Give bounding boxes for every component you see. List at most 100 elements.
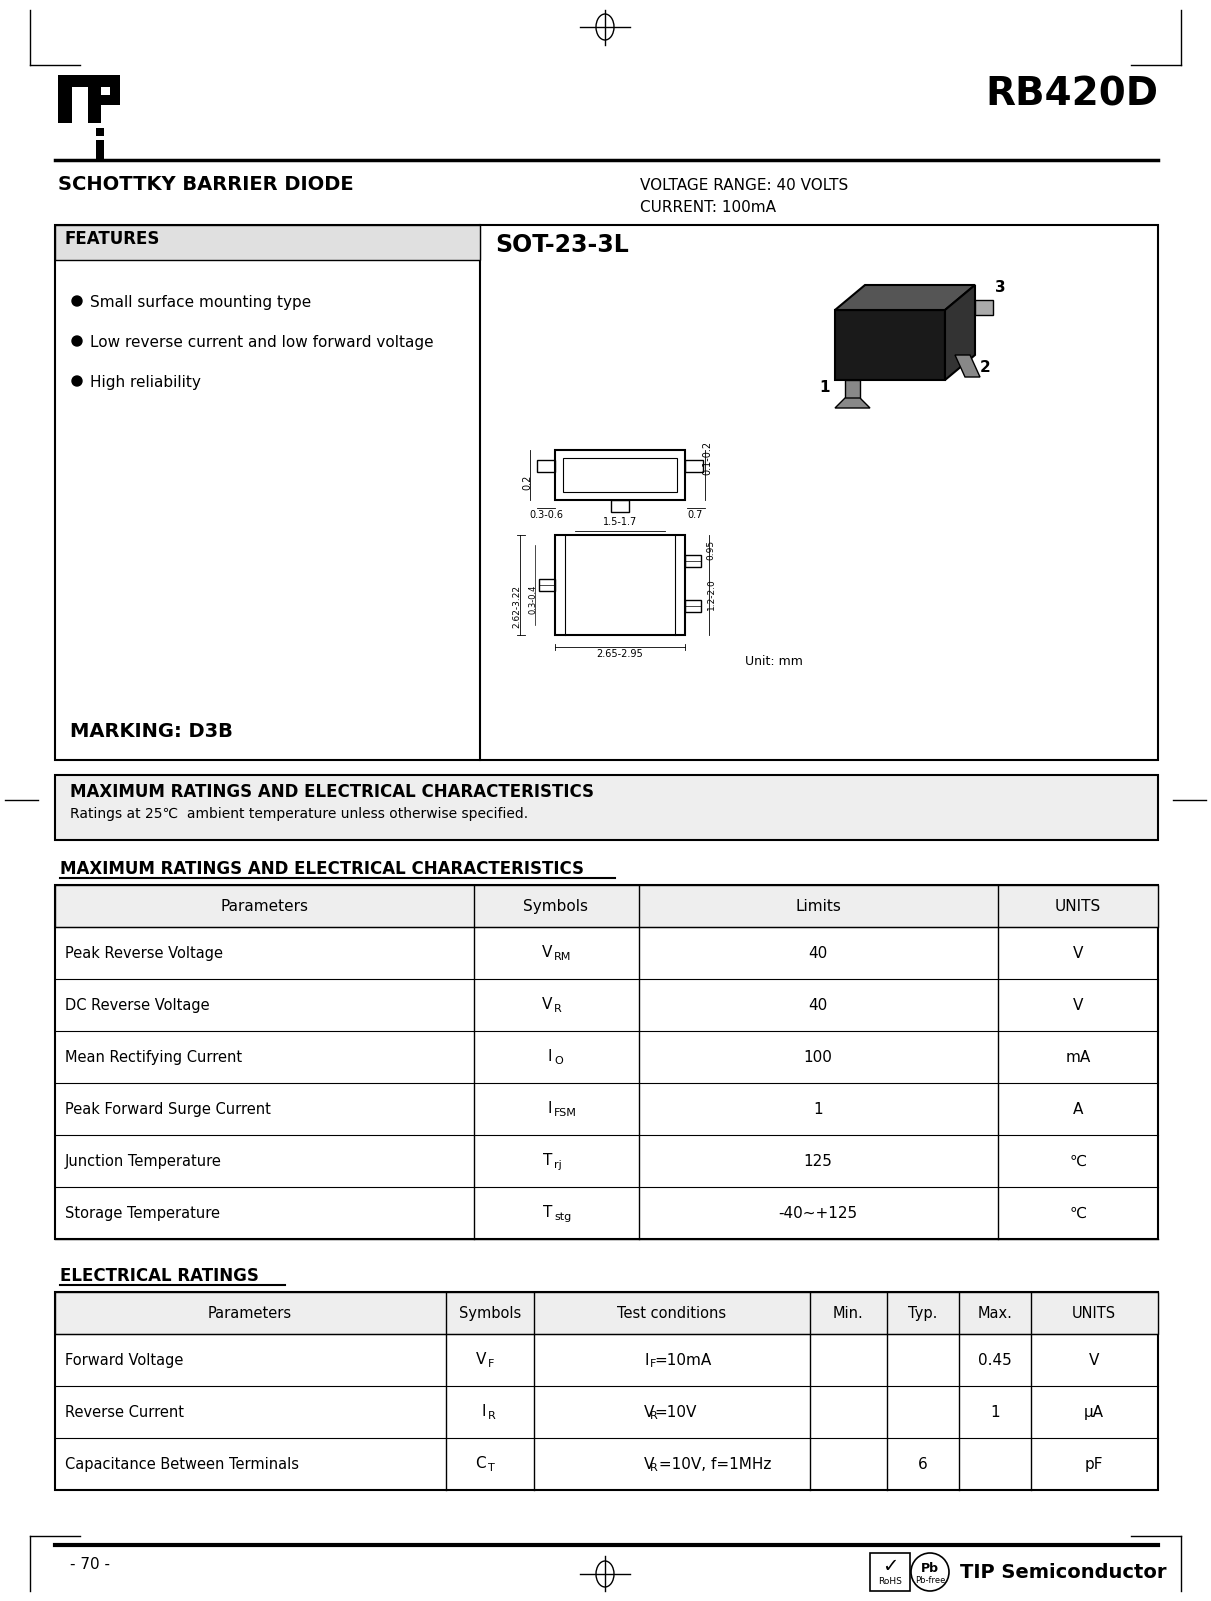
Text: 40: 40 <box>809 997 827 1012</box>
Bar <box>54 885 1158 1239</box>
Text: Small surface mounting type: Small surface mounting type <box>90 295 311 311</box>
Text: 1: 1 <box>814 1101 822 1116</box>
Text: Pb-free: Pb-free <box>914 1575 946 1585</box>
Bar <box>539 580 555 591</box>
Text: Test conditions: Test conditions <box>618 1305 727 1321</box>
Text: - 70 -: - 70 - <box>70 1558 110 1572</box>
Bar <box>685 556 701 567</box>
Text: V: V <box>1089 1353 1100 1367</box>
Text: FEATURES: FEATURES <box>65 231 160 248</box>
Text: 2: 2 <box>980 360 991 375</box>
Text: TIP Semiconductor: TIP Semiconductor <box>960 1563 1166 1582</box>
Bar <box>88 75 114 85</box>
Text: O: O <box>553 1057 563 1066</box>
Text: Unit: mm: Unit: mm <box>745 655 803 668</box>
Text: MAXIMUM RATINGS AND ELECTRICAL CHARACTERISTICS: MAXIMUM RATINGS AND ELECTRICAL CHARACTER… <box>61 860 584 877</box>
Text: mA: mA <box>1066 1050 1091 1065</box>
Text: A: A <box>1073 1101 1083 1116</box>
Text: F: F <box>488 1359 494 1369</box>
Text: 0.2: 0.2 <box>522 475 532 490</box>
Bar <box>88 75 101 123</box>
Text: Forward Voltage: Forward Voltage <box>65 1353 183 1367</box>
Polygon shape <box>845 379 860 402</box>
Bar <box>110 75 120 106</box>
Text: 6: 6 <box>918 1457 928 1471</box>
Circle shape <box>71 336 82 346</box>
Text: rj: rj <box>553 1161 562 1170</box>
Bar <box>685 600 701 612</box>
Bar <box>96 128 104 136</box>
Text: 3: 3 <box>995 280 1005 295</box>
Text: Capacitance Between Terminals: Capacitance Between Terminals <box>65 1457 299 1471</box>
Text: V: V <box>541 945 552 959</box>
Bar <box>54 885 1158 927</box>
Text: Typ.: Typ. <box>908 1305 937 1321</box>
Polygon shape <box>836 399 869 408</box>
Text: SOT-23-3L: SOT-23-3L <box>495 234 629 258</box>
Text: Parameters: Parameters <box>208 1305 292 1321</box>
Text: FSM: FSM <box>553 1108 576 1117</box>
Text: ✓: ✓ <box>882 1556 899 1575</box>
Text: =10V: =10V <box>654 1404 696 1420</box>
Text: MAXIMUM RATINGS AND ELECTRICAL CHARACTERISTICS: MAXIMUM RATINGS AND ELECTRICAL CHARACTER… <box>70 783 595 800</box>
Text: 2.65-2.95: 2.65-2.95 <box>597 648 643 660</box>
Text: 1: 1 <box>991 1404 1000 1420</box>
Text: I: I <box>644 1353 649 1367</box>
Text: V: V <box>476 1351 486 1367</box>
Text: stg: stg <box>553 1212 572 1222</box>
Text: Ratings at 25℃  ambient temperature unless otherwise specified.: Ratings at 25℃ ambient temperature unles… <box>70 807 528 821</box>
Text: 0.1-0.2: 0.1-0.2 <box>702 440 712 475</box>
Text: VOLTAGE RANGE: 40 VOLTS: VOLTAGE RANGE: 40 VOLTS <box>639 178 848 194</box>
Text: 0.45: 0.45 <box>978 1353 1012 1367</box>
Text: V: V <box>541 996 552 1012</box>
Text: Symbols: Symbols <box>459 1305 521 1321</box>
Bar <box>54 775 1158 841</box>
Text: Peak Forward Surge Current: Peak Forward Surge Current <box>65 1101 271 1116</box>
Text: Min.: Min. <box>833 1305 863 1321</box>
Text: V: V <box>1073 946 1083 961</box>
Polygon shape <box>975 299 993 315</box>
Text: R: R <box>553 1004 562 1013</box>
Text: -40~+125: -40~+125 <box>779 1206 857 1220</box>
Text: Pb: Pb <box>922 1561 939 1574</box>
Bar <box>536 459 555 472</box>
Text: ℃: ℃ <box>1069 1206 1086 1220</box>
Text: UNITS: UNITS <box>1055 898 1101 914</box>
Text: 0.7: 0.7 <box>688 511 702 520</box>
Text: I: I <box>482 1404 486 1418</box>
Text: =10mA: =10mA <box>654 1353 712 1367</box>
Text: 1: 1 <box>820 379 830 395</box>
Text: T: T <box>543 1153 552 1167</box>
Text: T: T <box>543 1204 552 1220</box>
Text: Peak Reverse Voltage: Peak Reverse Voltage <box>65 946 223 961</box>
Text: pF: pF <box>1085 1457 1103 1471</box>
Text: Limits: Limits <box>796 898 840 914</box>
Text: R: R <box>650 1463 658 1473</box>
Text: Symbols: Symbols <box>523 898 589 914</box>
Polygon shape <box>945 285 975 379</box>
Text: V: V <box>1073 997 1083 1012</box>
Bar <box>96 139 104 160</box>
Polygon shape <box>836 285 975 311</box>
Text: F: F <box>650 1359 656 1369</box>
Text: 1.5-1.7: 1.5-1.7 <box>603 517 637 527</box>
Text: DC Reverse Voltage: DC Reverse Voltage <box>65 997 210 1012</box>
Text: 2.62-3.22: 2.62-3.22 <box>512 584 522 628</box>
Text: High reliability: High reliability <box>90 375 201 391</box>
Circle shape <box>71 376 82 386</box>
Bar <box>54 1292 1158 1334</box>
Text: Parameters: Parameters <box>220 898 308 914</box>
Text: SCHOTTKY BARRIER DIODE: SCHOTTKY BARRIER DIODE <box>58 175 354 194</box>
Text: 0.3-0.4: 0.3-0.4 <box>528 584 538 615</box>
Bar <box>54 226 1158 760</box>
Bar <box>563 458 677 492</box>
Bar <box>685 459 704 472</box>
Text: 0.95: 0.95 <box>706 540 716 560</box>
Text: I: I <box>547 1100 552 1116</box>
Bar <box>54 226 480 259</box>
Text: 1.2-2.0: 1.2-2.0 <box>706 578 716 610</box>
Bar <box>88 94 114 106</box>
Text: V: V <box>644 1457 654 1471</box>
Circle shape <box>71 296 82 306</box>
Bar <box>555 450 685 500</box>
